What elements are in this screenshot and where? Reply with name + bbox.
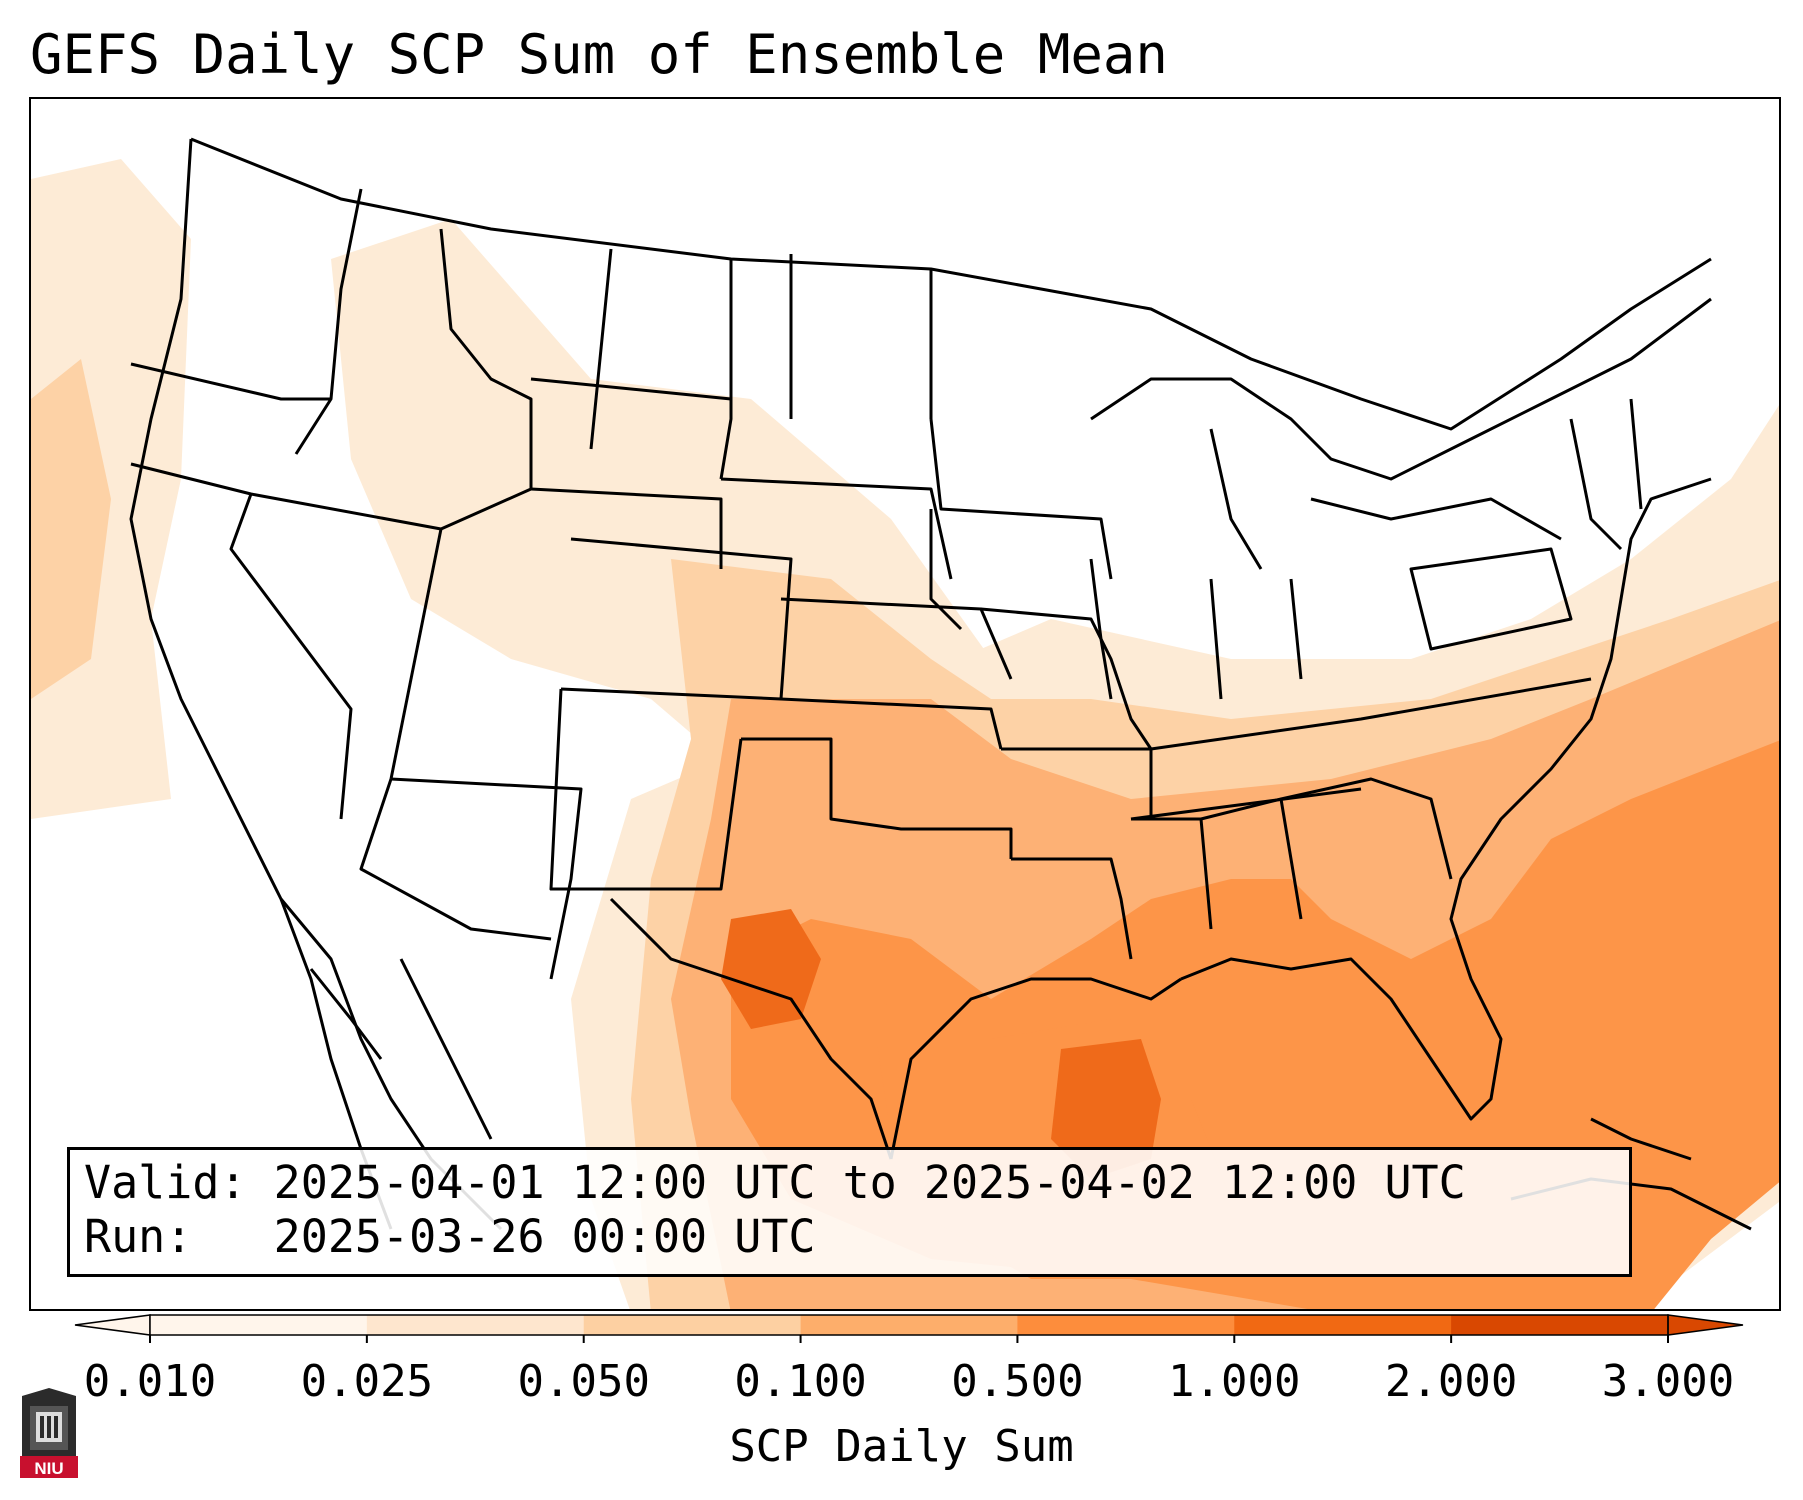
valid-time-box: Valid: 2025-04-01 12:00 UTC to 2025-04-0… [67,1147,1632,1277]
colorbar-tick-label: 0.050 [517,1356,650,1407]
colorbar-tick-label: 0.100 [734,1356,867,1407]
colorbar-segment [1451,1315,1669,1335]
colorbar-segment [583,1315,802,1335]
shading-0.500 [721,909,1161,1179]
state-boundaries [129,137,1752,1231]
map-panel [29,97,1781,1311]
valid-label: Valid: [84,1156,247,1209]
colorbar-segment [1017,1315,1235,1335]
logo-text: NIU [34,1459,63,1478]
colorbar-tick-label: 1.000 [1168,1356,1301,1407]
colorbar-extend-min [74,1314,151,1336]
colorbar-label: SCP Daily Sum [729,1421,1074,1472]
colorbar-tick-label: 0.500 [951,1356,1084,1407]
run-label: Run: [84,1210,193,1263]
colorbar-tick-label: 0.010 [83,1356,217,1407]
colorbar-extend-max [1667,1314,1744,1336]
run-value: 2025-03-26 00:00 UTC [273,1210,816,1263]
university-tower-icon: NIU [20,1388,78,1478]
colorbar [74,1314,1744,1343]
colorbar-outline [149,1314,1669,1336]
colorbar-segment [800,1315,1018,1335]
colorbar-segment [1234,1315,1452,1335]
valid-value: 2025-04-01 12:00 UTC to 2025-04-02 12:00… [273,1156,1466,1209]
colorbar-tick-label: 3.000 [1601,1356,1735,1407]
scp-map [31,137,1779,1309]
colorbar-tick-label: 0.025 [300,1356,434,1407]
colorbar-tick-label: 2.000 [1384,1356,1518,1407]
colorbar-segment [150,1315,368,1335]
colorbar-segment [366,1315,585,1335]
map-title: GEFS Daily SCP Sum of Ensemble Mean [30,23,1168,86]
